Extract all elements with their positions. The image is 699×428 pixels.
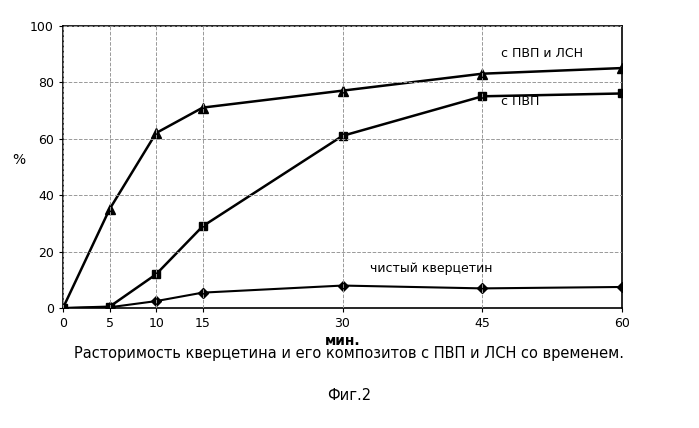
Y-axis label: %: % (13, 153, 25, 167)
Text: Фиг.2: Фиг.2 (327, 388, 372, 404)
X-axis label: мин.: мин. (325, 334, 360, 348)
Text: чистый кверцетин: чистый кверцетин (370, 262, 493, 275)
Text: с ПВП и ЛСН: с ПВП и ЛСН (501, 48, 583, 60)
Text: с ПВП: с ПВП (501, 95, 540, 108)
Text: Расторимость кверцетина и его композитов с ПВП и ЛСН со временем.: Расторимость кверцетина и его композитов… (75, 345, 624, 361)
